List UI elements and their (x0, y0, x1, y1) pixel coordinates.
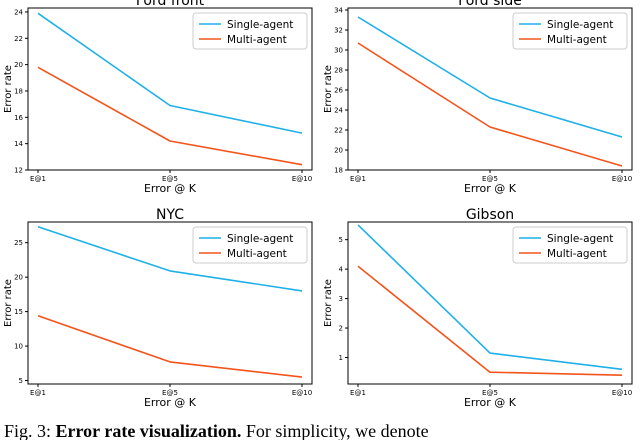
legend-box (512, 12, 628, 50)
chart-title: Gibson (466, 207, 514, 223)
y-tick-label: 5 (19, 377, 23, 385)
legend: Single-agent Multi-agent (512, 12, 628, 50)
caption-prefix: Fig. 3: (4, 422, 56, 440)
chart-panel-2: Ford side 18 20 22 24 26 28 30 32 34 E@1 E@5 E@10 Err… (323, 0, 633, 195)
y-tick-label: 1 (339, 354, 343, 362)
legend-box (192, 12, 308, 50)
legend: Single-agent Multi-agent (192, 226, 308, 264)
y-tick-label: 22 (14, 35, 23, 43)
y-tick-label: 20 (14, 274, 23, 282)
x-tick-label: E@1 (350, 389, 366, 397)
chart-panel-1: Ford front 12 14 16 18 20 22 24 E@1 E@5 E@10 Error … (3, 0, 313, 195)
legend-label: Single-agent (547, 233, 613, 245)
series-line-multi-agent (37, 66, 303, 166)
y-tick-label: 32 (334, 27, 343, 35)
legend-label: Multi-agent (547, 248, 607, 260)
legend-label: Multi-agent (227, 34, 287, 46)
x-tick-label: E@5 (162, 389, 178, 397)
chart-panel-3: NYC 5 10 15 20 25 E@1 E@5 E@10 Error @ K Error rat… (3, 207, 313, 409)
x-tick-label: E@5 (162, 175, 178, 183)
legend-label: Single-agent (227, 233, 293, 245)
y-axis-label: Error rate (3, 65, 14, 113)
y-tick-label: 24 (334, 107, 343, 115)
legend-label: Single-agent (547, 19, 613, 31)
y-axis-label: Error rate (323, 279, 334, 327)
x-tick-label: E@10 (612, 175, 632, 183)
caption-bold: Error rate visualization. (55, 422, 242, 440)
legend-box (512, 226, 628, 264)
y-axis-label: Error rate (323, 65, 334, 113)
x-tick-label: E@10 (292, 389, 312, 397)
y-tick-label: 14 (14, 140, 23, 148)
y-tick-label: 3 (339, 295, 343, 303)
series-line-multi-agent (357, 42, 623, 167)
y-tick-label: 5 (339, 236, 343, 244)
y-tick-label: 12 (14, 167, 23, 175)
y-tick-label: 10 (14, 343, 23, 351)
y-tick-label: 24 (14, 8, 23, 16)
legend-label: Multi-agent (547, 34, 607, 46)
legend: Single-agent Multi-agent (192, 12, 308, 50)
chart-title: Ford side (458, 0, 522, 9)
series-line-single-agent (357, 224, 623, 371)
chart-panel-4: Gibson 1 2 3 4 5 E@1 E@5 E@10 Error @ K Error rate… (323, 207, 633, 409)
y-tick-label: 26 (334, 87, 343, 95)
y-tick-label: 20 (334, 147, 343, 155)
y-tick-label: 22 (334, 127, 343, 135)
y-axis-label: Error rate (3, 279, 14, 327)
x-axis-label: Error @ K (144, 182, 197, 195)
chart-title: NYC (156, 207, 184, 223)
y-tick-label: 25 (14, 239, 23, 247)
y-tick-label: 2 (339, 325, 343, 333)
y-tick-label: 15 (14, 308, 23, 316)
x-axis-label: Error @ K (464, 396, 517, 409)
legend-box (192, 226, 308, 264)
series-line-multi-agent (357, 265, 623, 376)
x-tick-label: E@10 (612, 389, 632, 397)
x-tick-label: E@1 (30, 175, 46, 183)
series-line-single-agent (37, 12, 303, 134)
y-tick-label: 18 (14, 87, 23, 95)
y-tick-label: 4 (339, 266, 344, 274)
y-tick-label: 16 (14, 114, 23, 122)
chart-title: Ford front (136, 0, 205, 9)
legend-label: Multi-agent (227, 248, 287, 260)
y-tick-label: 30 (334, 47, 343, 55)
y-tick-label: 20 (14, 61, 23, 69)
caption-rest: For simplicity, we denote (241, 422, 429, 440)
series-line-multi-agent (37, 315, 303, 378)
figure-caption: Fig. 3: Error rate visualization. For si… (0, 422, 640, 440)
x-tick-label: E@5 (482, 389, 498, 397)
series-line-single-agent (357, 16, 623, 138)
x-axis-label: Error @ K (464, 182, 517, 195)
x-tick-label: E@1 (30, 389, 46, 397)
y-tick-label: 18 (334, 167, 343, 175)
y-tick-label: 34 (334, 7, 343, 15)
x-tick-label: E@10 (292, 175, 312, 183)
x-axis-label: Error @ K (144, 396, 197, 409)
x-tick-label: E@1 (350, 175, 366, 183)
legend: Single-agent Multi-agent (512, 226, 628, 264)
y-tick-label: 28 (334, 67, 343, 75)
x-tick-label: E@5 (482, 175, 498, 183)
legend-label: Single-agent (227, 19, 293, 31)
series-line-single-agent (37, 226, 303, 292)
